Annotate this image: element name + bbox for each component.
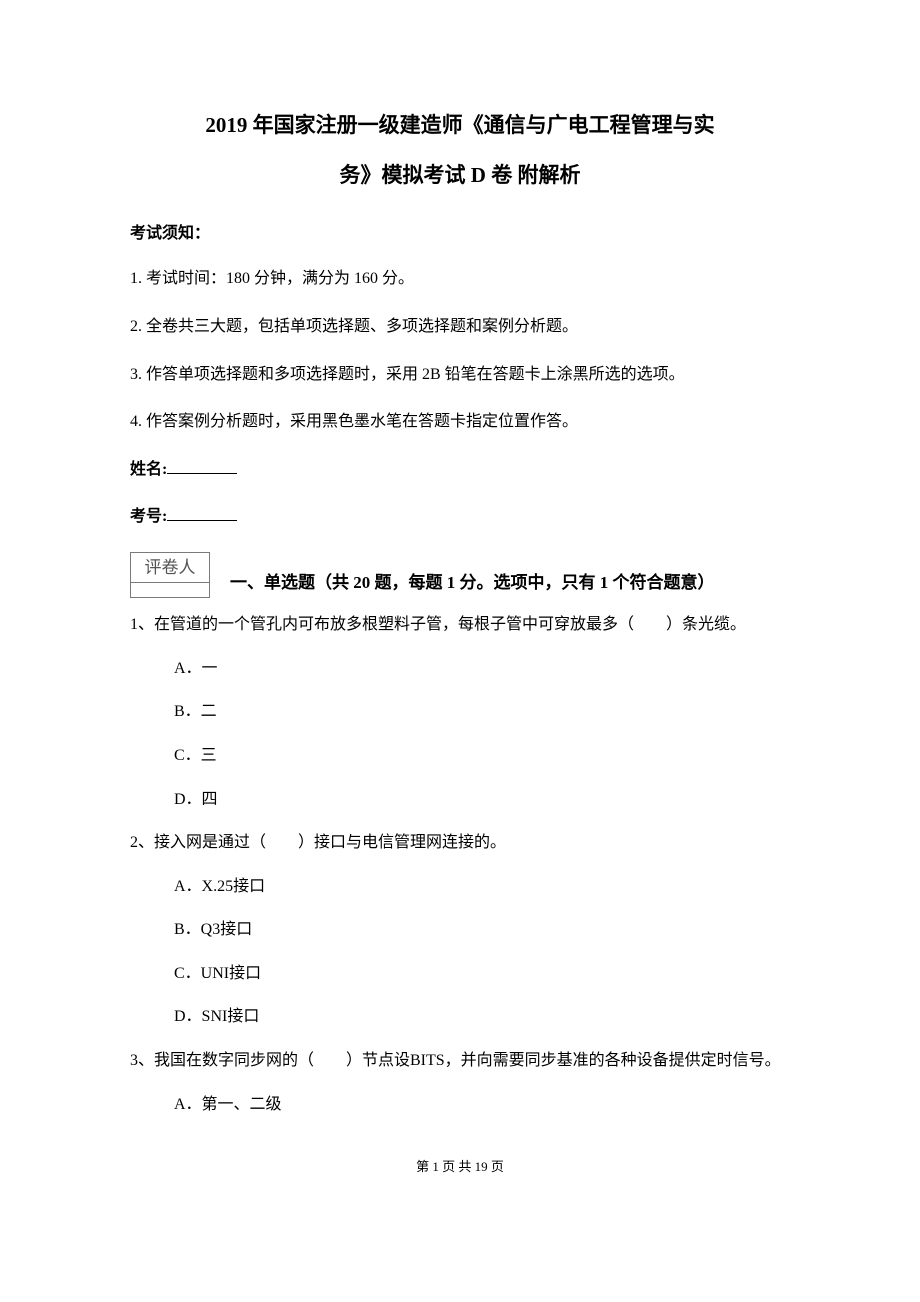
question-2-stem: 2、接入网是通过（ ）接口与电信管理网连接的。 bbox=[130, 830, 790, 856]
name-underline bbox=[167, 458, 237, 474]
title-line-2: 务》模拟考试 D 卷 附解析 bbox=[130, 150, 790, 200]
question-2-options: A．X.25接口 B．Q3接口 C．UNI接口 D．SNI接口 bbox=[130, 874, 790, 1030]
notice-item: 2. 全卷共三大题，包括单项选择题、多项选择题和案例分析题。 bbox=[130, 314, 790, 340]
notice-heading: 考试须知： bbox=[130, 221, 790, 247]
option: C．三 bbox=[174, 743, 790, 769]
option: C．UNI接口 bbox=[174, 961, 790, 987]
option: B．二 bbox=[174, 699, 790, 725]
id-field: 考号: bbox=[130, 504, 790, 530]
question-3-options: A．第一、二级 bbox=[130, 1092, 790, 1118]
grader-blank bbox=[131, 583, 209, 597]
question-1-options: A．一 B．二 C．三 D．四 bbox=[130, 656, 790, 812]
notice-item: 4. 作答案例分析题时，采用黑色墨水笔在答题卡指定位置作答。 bbox=[130, 409, 790, 435]
grader-box: 评卷人 bbox=[130, 552, 210, 598]
id-underline bbox=[167, 505, 237, 521]
option: B．Q3接口 bbox=[174, 917, 790, 943]
id-label: 考号: bbox=[130, 508, 167, 525]
option: D．SNI接口 bbox=[174, 1004, 790, 1030]
option: D．四 bbox=[174, 787, 790, 813]
question-1-stem: 1、在管道的一个管孔内可布放多根塑料子管，每根子管中可穿放最多（ ）条光缆。 bbox=[130, 612, 790, 638]
title-line-1: 2019 年国家注册一级建造师《通信与广电工程管理与实 bbox=[130, 100, 790, 150]
option: A．一 bbox=[174, 656, 790, 682]
option: A．X.25接口 bbox=[174, 874, 790, 900]
question-3-stem: 3、我国在数字同步网的（ ）节点设BITS，并向需要同步基准的各种设备提供定时信… bbox=[130, 1048, 790, 1074]
name-label: 姓名: bbox=[130, 461, 167, 478]
section-1-header-row: 评卷人 一、单选题（共 20 题，每题 1 分。选项中，只有 1 个符合题意） bbox=[130, 552, 790, 598]
document-title: 2019 年国家注册一级建造师《通信与广电工程管理与实 务》模拟考试 D 卷 附… bbox=[130, 100, 790, 201]
grader-label: 评卷人 bbox=[131, 553, 209, 583]
section-1-heading: 一、单选题（共 20 题，每题 1 分。选项中，只有 1 个符合题意） bbox=[230, 569, 715, 598]
page-footer: 第 1 页 共 19 页 bbox=[130, 1157, 790, 1178]
option: A．第一、二级 bbox=[174, 1092, 790, 1118]
name-field: 姓名: bbox=[130, 457, 790, 483]
notice-item: 3. 作答单项选择题和多项选择题时，采用 2B 铅笔在答题卡上涂黑所选的选项。 bbox=[130, 362, 790, 388]
notice-item: 1. 考试时间：180 分钟，满分为 160 分。 bbox=[130, 266, 790, 292]
